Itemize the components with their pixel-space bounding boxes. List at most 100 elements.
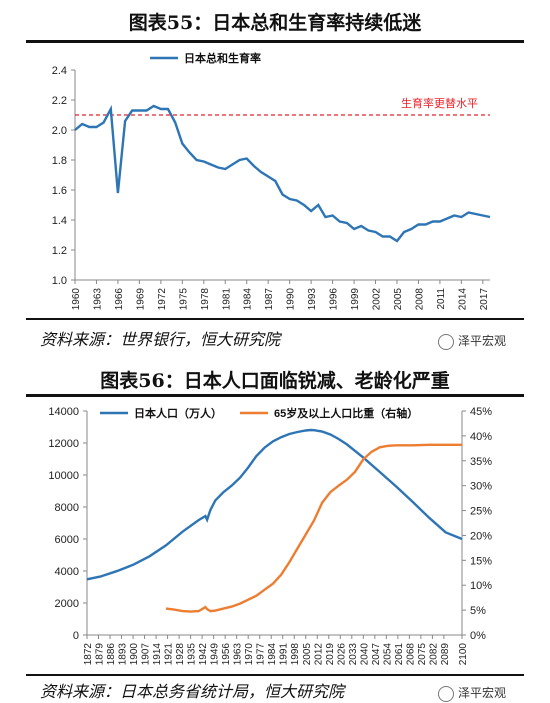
y2-tick-label: 40% — [470, 431, 492, 443]
x-tick-label: 2008 — [414, 288, 425, 311]
x-tick-label: 1991 — [279, 643, 290, 666]
x-tick-label: 1998 — [290, 643, 301, 666]
x-tick-label: 2017 — [479, 288, 490, 311]
y2-tick-label: 20% — [470, 530, 492, 542]
x-tick-label: 1990 — [286, 288, 297, 311]
chart2-source: 资料来源：日本总务省统计局，恒大研究院 — [40, 682, 345, 701]
x-tick-label: 1914 — [152, 643, 163, 666]
x-tick-label: 1999 — [350, 288, 361, 311]
source-rule — [26, 318, 524, 320]
x-tick-label: 1956 — [221, 643, 232, 666]
x-tick-label: 1886 — [106, 643, 117, 666]
y2-tick-label: 30% — [470, 481, 492, 493]
x-tick-label: 2061 — [394, 643, 405, 666]
chart1-title: 图表55：日本总和生育率持续低迷 — [128, 12, 422, 34]
y-tick-label: 1.8 — [52, 155, 67, 167]
population-line — [86, 428, 463, 581]
x-tick-label: 1981 — [221, 288, 232, 311]
x-tick-label: 2100 — [458, 643, 469, 666]
title-rule — [26, 394, 524, 397]
chart1-source: 资料来源：世界银行，恒大研究院 — [40, 330, 281, 349]
x-tick-label: 2068 — [405, 643, 416, 666]
title-rule — [26, 40, 524, 43]
x-tick-label: 1977 — [256, 643, 267, 666]
x-tick-label: 2012 — [313, 643, 324, 666]
x-tick-label: 2047 — [371, 643, 382, 666]
x-tick-label: 1987 — [264, 288, 275, 311]
y2-tick-label: 0% — [470, 630, 486, 642]
source-rule — [26, 674, 524, 676]
x-tick-label: 1972 — [157, 288, 168, 311]
y-tick-label: 8000 — [55, 502, 79, 514]
x-tick-label: 1996 — [329, 288, 340, 311]
x-tick-label: 1970 — [244, 643, 255, 666]
y-tick-label: 2.4 — [52, 65, 67, 77]
watermark-text: 泽平宏观 — [458, 334, 507, 348]
watermark-text: 泽平宏观 — [458, 686, 507, 700]
x-tick-label: 1872 — [83, 643, 94, 666]
x-tick-label: 2014 — [457, 288, 468, 311]
legend-label: 日本总和生育率 — [184, 51, 261, 65]
x-tick-label: 2082 — [428, 643, 439, 666]
x-tick-label: 1907 — [141, 643, 152, 666]
y-tick-label: 1.2 — [52, 245, 67, 257]
x-tick-label: 2019 — [325, 643, 336, 666]
legend-label: 65岁及以上人口比重（右轴） — [274, 406, 418, 420]
x-tick-label: 2026 — [336, 643, 347, 666]
series-line — [74, 104, 491, 243]
y-tick-label: 2000 — [55, 598, 79, 610]
y-tick-label: 0 — [73, 630, 79, 642]
y-tick-label: 10000 — [48, 470, 79, 482]
x-tick-label: 2002 — [372, 288, 383, 311]
x-tick-label: 2089 — [440, 643, 451, 666]
x-tick-label: 1921 — [164, 643, 175, 666]
x-tick-label: 2011 — [436, 288, 447, 310]
y-tick-label: 1.0 — [52, 275, 67, 287]
x-tick-label: 1963 — [233, 643, 244, 666]
x-tick-label: 1879 — [95, 643, 106, 666]
chart1: 1.0 1.2 1.4 1.6 1.8 2.0 2.2 2.4 1960 1963 1966 1969… — [52, 51, 491, 311]
x-tick-label: 1900 — [129, 643, 140, 666]
x-tick-label: 1978 — [200, 288, 211, 311]
legend-label: 日本人口（万人） — [134, 406, 222, 420]
x-tick-label: 1963 — [92, 288, 103, 311]
wechat-icon — [438, 333, 454, 350]
x-tick-label: 1966 — [114, 288, 125, 311]
x-tick-label: 1984 — [243, 288, 254, 311]
y-tick-label: 12000 — [48, 438, 79, 450]
y-tick-label: 1.6 — [52, 185, 67, 197]
x-tick-label: 1975 — [178, 288, 189, 311]
y-tick-label: 2.0 — [52, 125, 67, 137]
aging-ratio-line — [165, 443, 462, 613]
x-tick-label: 1949 — [210, 643, 221, 666]
x-tick-label: 1928 — [175, 643, 186, 666]
x-tick-label: 1935 — [187, 643, 198, 666]
x-tick-label: 1893 — [118, 643, 129, 666]
x-tick-label: 2033 — [348, 643, 359, 666]
y-tick-label: 2.2 — [52, 95, 67, 107]
chart2: 0 2000 4000 6000 8000 10000 12000 14000 0% 5% 10% 1… — [48, 406, 492, 666]
y-tick-label: 6000 — [55, 534, 79, 546]
watermark: 泽平宏观 — [438, 332, 506, 350]
x-tick-label: 2075 — [417, 643, 428, 666]
chart2-title: 图表56：日本人口面临锐减、老龄化严重 — [100, 370, 450, 392]
y-tick-label: 14000 — [48, 406, 79, 418]
x-tick-label: 1942 — [198, 643, 209, 666]
x-tick-label: 2040 — [359, 643, 370, 666]
y2-tick-label: 45% — [470, 406, 492, 418]
x-tick-label: 2005 — [302, 643, 313, 666]
watermark: 泽平宏观 — [438, 684, 506, 702]
x-tick-label: 1984 — [267, 643, 278, 666]
y-tick-label: 1.4 — [52, 215, 67, 227]
x-tick-label: 1993 — [307, 288, 318, 311]
y-tick-label: 4000 — [55, 566, 79, 578]
y2-tick-label: 15% — [470, 555, 492, 567]
y2-tick-label: 25% — [470, 506, 492, 518]
y2-tick-label: 10% — [470, 580, 492, 592]
x-tick-label: 2005 — [393, 288, 404, 311]
x-tick-label: 1969 — [135, 288, 146, 311]
reference-line-label: 生育率更替水平 — [401, 96, 478, 110]
x-tick-label: 2054 — [382, 643, 393, 666]
y2-tick-label: 35% — [470, 456, 492, 468]
x-tick-label: 1960 — [71, 288, 82, 311]
